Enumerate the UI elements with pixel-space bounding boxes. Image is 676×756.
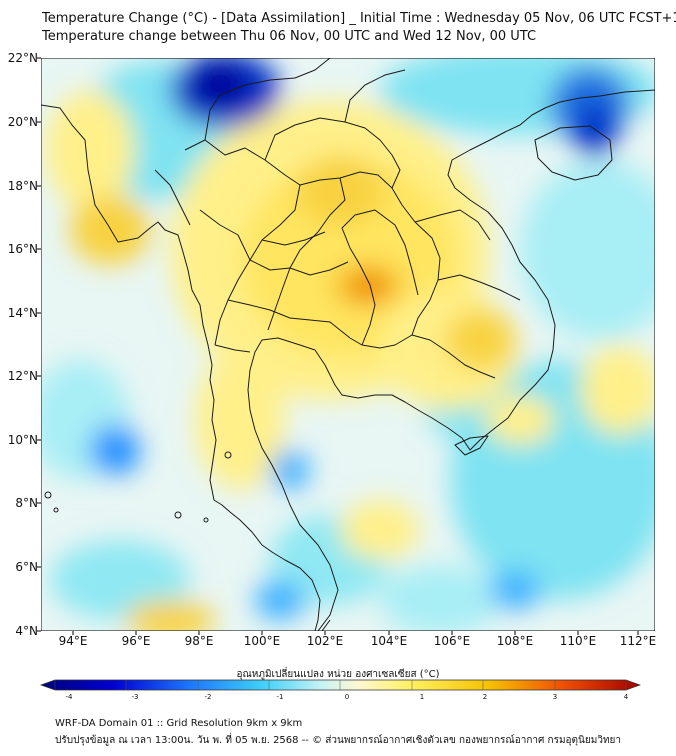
- lat-label: 14°N: [7, 306, 38, 320]
- colorbar-tick-label: 1: [419, 693, 425, 701]
- colorbar-tick-label: 4: [623, 693, 629, 701]
- lat-label: 18°N: [7, 179, 38, 193]
- map-subtitle: Temperature change between Thu 06 Nov, 0…: [42, 29, 537, 44]
- footer-update-info: ปรับปรุงข้อมูล ณ เวลา 13:00น. วัน พ. ที่…: [55, 735, 622, 746]
- lat-label: 4°N: [15, 624, 38, 638]
- colorbar-tick-label: -2: [204, 693, 212, 701]
- lon-label: 108°E: [496, 634, 534, 648]
- lon-label: 94°E: [58, 634, 88, 648]
- colorbar-tick-label: 0: [344, 693, 350, 701]
- map-title: Temperature Change (°C) - [Data Assimila…: [42, 11, 676, 26]
- colorbar-tick-label: -1: [276, 693, 284, 701]
- footer-model-info: WRF-DA Domain 01 :: Grid Resolution 9km …: [55, 718, 303, 729]
- lon-label: 102°E: [306, 634, 344, 648]
- lon-label: 100°E: [243, 634, 281, 648]
- lat-label: 22°N: [7, 51, 38, 65]
- colorbar-tick-label: -3: [131, 693, 139, 701]
- lat-label: 6°N: [15, 560, 38, 574]
- lat-label: 12°N: [7, 369, 38, 383]
- lon-label: 106°E: [433, 634, 471, 648]
- gulf-coastline: [247, 89, 655, 631]
- lat-label: 16°N: [7, 242, 38, 256]
- colorbar-title: อุณหภูมิเปลี่ยนแปลง หน่วย องศาเซลเซียส (…: [236, 669, 440, 680]
- colorbar-tick-label: 3: [552, 693, 558, 701]
- lon-label: 112°E: [619, 634, 657, 648]
- lon-label: 98°E: [184, 634, 214, 648]
- axis-ticks: [37, 57, 639, 635]
- lat-label: 10°N: [7, 433, 38, 447]
- mainland-coastline: [41, 104, 321, 631]
- temperature-change-map: [37, 57, 655, 635]
- lon-label: 96°E: [121, 634, 151, 648]
- colorbar-tick-label: 2: [482, 693, 488, 701]
- lat-label: 20°N: [7, 115, 38, 129]
- coastlines-borders: [41, 58, 655, 631]
- colorbar-tick-label: -4: [65, 693, 73, 701]
- lat-label: 8°N: [15, 496, 38, 510]
- hainan-coastline: [534, 125, 613, 181]
- temperature-field: [41, 58, 655, 631]
- lon-label: 104°E: [370, 634, 408, 648]
- lon-label: 110°E: [559, 634, 597, 648]
